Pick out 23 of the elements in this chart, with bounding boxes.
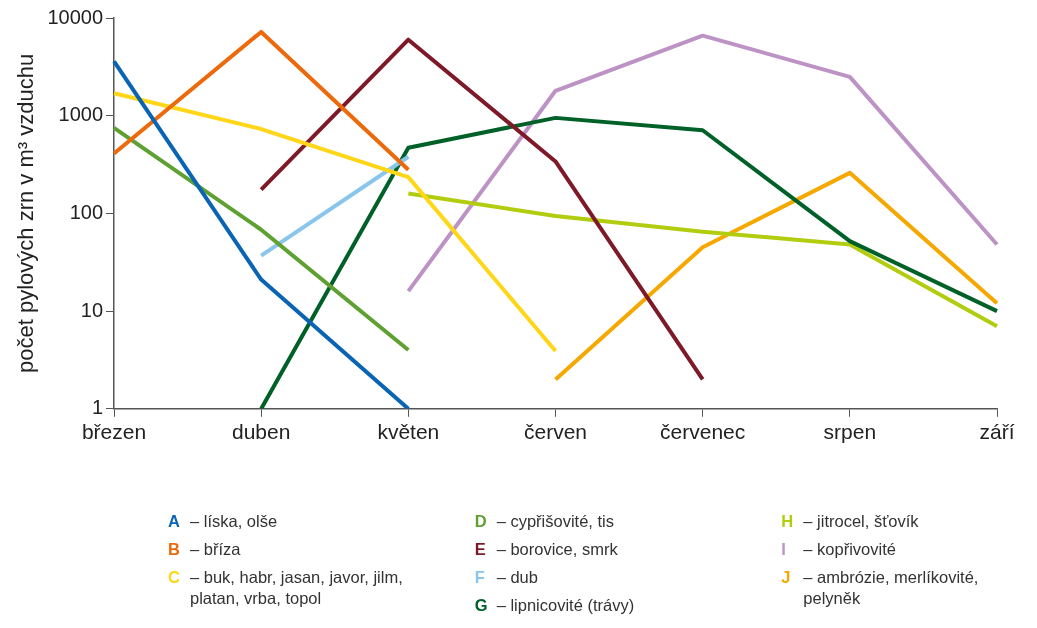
y-tick-label: 100 — [69, 200, 104, 223]
x-tick-label: červen — [523, 420, 588, 444]
text: A – líska, olše — [168, 511, 279, 532]
text: G – lipnicovité (trávy) — [474, 595, 636, 616]
text: E – borovice, smrk — [474, 539, 619, 560]
x-tick-label: duben — [231, 420, 291, 444]
y-tick-label: 10 — [80, 298, 104, 321]
x-tick-label: květen — [377, 420, 440, 444]
x-tick-label: březen — [81, 420, 147, 444]
y-axis-title: počet pylových zrn v m³ vzduchu — [13, 53, 39, 373]
x-tick-label: srpen — [823, 420, 877, 444]
x-tick-label: září — [979, 420, 1015, 444]
text: H – jitrocel, šťovík — [781, 511, 920, 532]
y-tick-label: 10000 — [47, 5, 104, 28]
text: I – kopřivovité — [781, 539, 897, 560]
text: D – cypřišovité, tis — [474, 511, 616, 532]
text: C – buk, habr, jasan, javor, jilm, platan, vrba, topol — [168, 567, 404, 609]
y-tick-label: 1000 — [58, 103, 104, 126]
y-tick-label: 1 — [91, 396, 104, 419]
text: F – dub — [474, 567, 539, 588]
text: B – bříza — [168, 539, 242, 560]
x-tick-label: červenec — [660, 420, 746, 444]
text: J – ambrózie, merlíkovité, pelyněk — [781, 567, 980, 609]
